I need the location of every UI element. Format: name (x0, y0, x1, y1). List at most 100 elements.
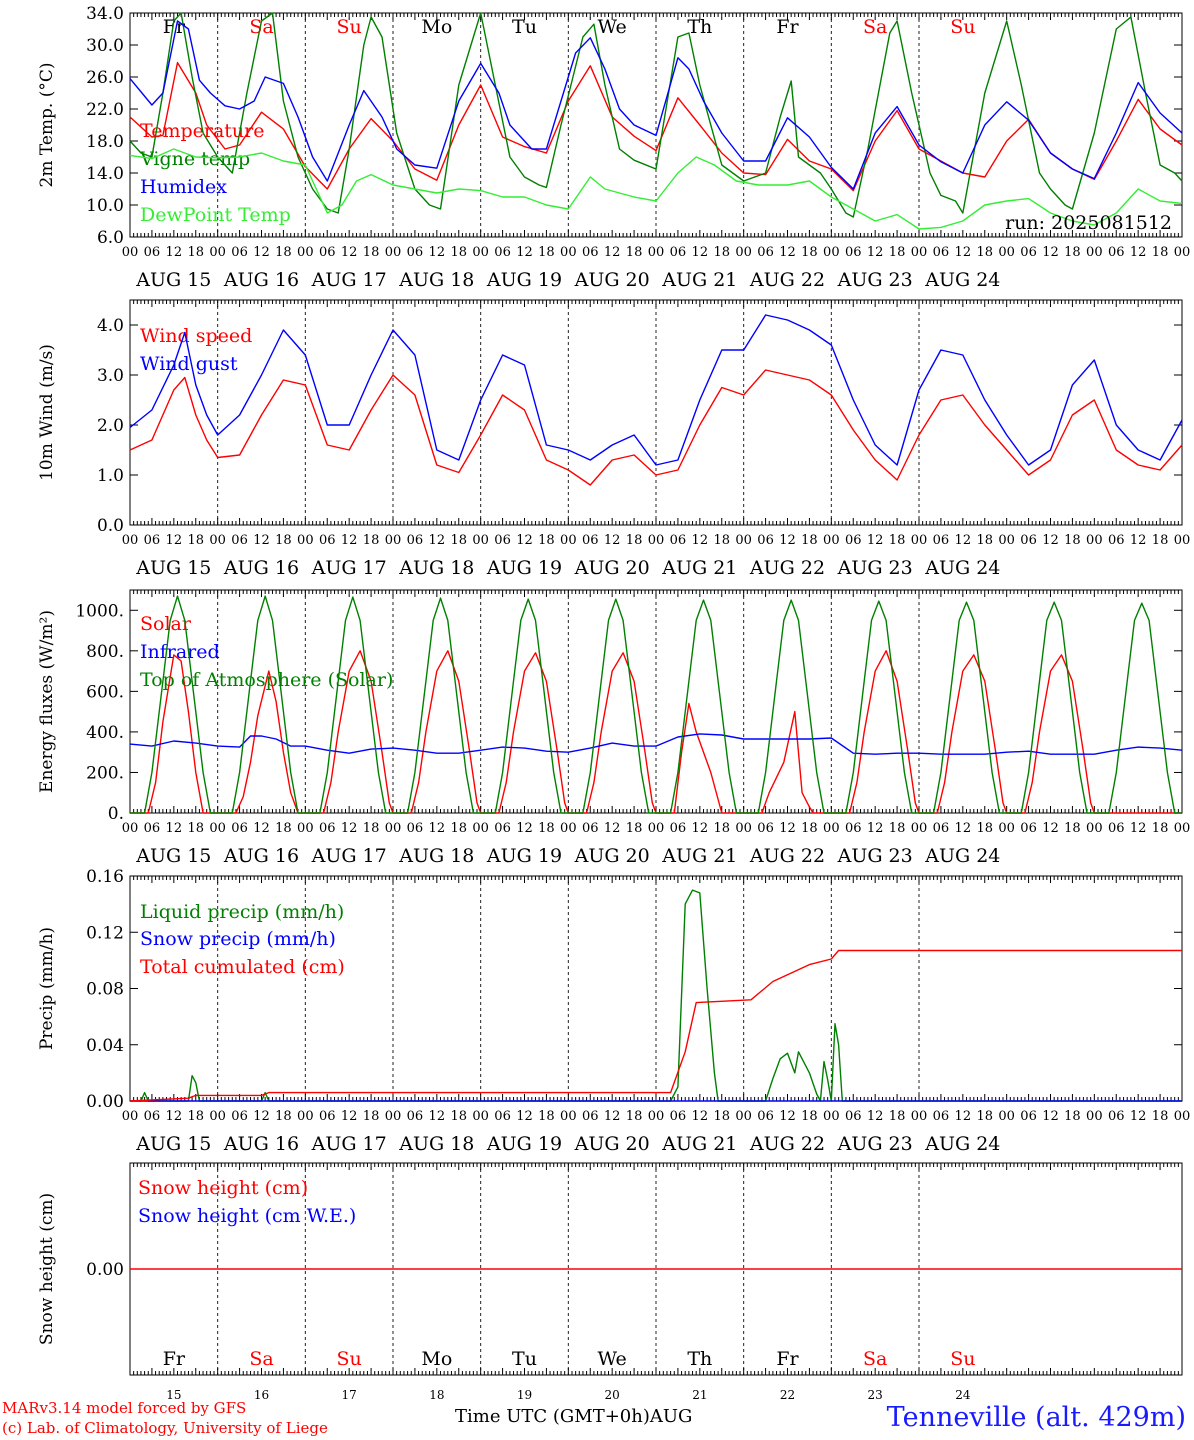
hour-label: 18 (889, 533, 906, 548)
y-tick-label: 4.0 (97, 316, 124, 336)
hour-label: 12 (429, 1109, 446, 1124)
hour-label: 06 (144, 533, 161, 548)
hour-label: 00 (911, 245, 928, 260)
y-tick-label: 600. (86, 682, 124, 702)
y-tick-label: 18.0 (86, 132, 124, 152)
hour-label: 18 (801, 1109, 818, 1124)
y-tick-label: 6.0 (97, 228, 124, 248)
y-tick-label: 3.0 (97, 366, 124, 386)
run-annotation: run: 2025081512 (1005, 212, 1172, 234)
hour-label: 06 (407, 533, 424, 548)
y-tick-label: 26.0 (86, 68, 124, 88)
day-number: 17 (342, 1388, 357, 1402)
hour-label: 18 (801, 821, 818, 836)
hour-label: 00 (911, 1109, 928, 1124)
y-tick-label: 0.08 (86, 980, 124, 1000)
day-name: Su (950, 1348, 975, 1370)
series-line-lightgreen (129, 148, 1183, 230)
panel-4: 0.00 0.04 0.08 0.12 0.16 Precip (mm/h) 00 06 12 1… (37, 867, 1190, 1155)
hour-label: 18 (713, 821, 730, 836)
hour-label: 00 (735, 245, 752, 260)
date-label: AUG 24 (924, 269, 1000, 291)
hour-label: 12 (516, 821, 533, 836)
day-name: Sa (863, 1348, 887, 1370)
hour-label: 18 (187, 1109, 204, 1124)
hour-label: 06 (144, 1109, 161, 1124)
hour-label: 12 (867, 533, 884, 548)
hour-label: 06 (1108, 1109, 1125, 1124)
date-label: AUG 17 (311, 1133, 387, 1155)
hour-label: 00 (209, 245, 226, 260)
legend-entry: Snow height (cm W.E.) (138, 1205, 356, 1227)
day-name: Th (687, 16, 712, 38)
panel-5: 0.00 Snow height (cm) Snow height (cm) Snow… (37, 1162, 1183, 1402)
hour-label: 06 (845, 533, 862, 548)
hour-label: 18 (187, 245, 204, 260)
hour-label: 12 (1130, 245, 1147, 260)
hour-label: 00 (648, 821, 665, 836)
date-label: AUG 17 (311, 557, 387, 579)
day-number: 19 (517, 1388, 532, 1402)
hour-label: 18 (450, 533, 467, 548)
date-label: AUG 23 (837, 557, 913, 579)
date-label: AUG 18 (398, 845, 474, 867)
hour-label: 00 (735, 533, 752, 548)
y-tick-label: 800. (86, 642, 124, 662)
hour-label: 18 (363, 245, 380, 260)
hour-label: 00 (1174, 1109, 1191, 1124)
hour-label: 00 (911, 533, 928, 548)
day-name: Fr (776, 16, 799, 38)
hour-label: 00 (1086, 533, 1103, 548)
hour-label: 12 (516, 533, 533, 548)
hour-label: 12 (1130, 821, 1147, 836)
day-number: 15 (166, 1388, 181, 1402)
day-number: 24 (955, 1388, 971, 1402)
date-label: AUG 15 (135, 557, 211, 579)
hour-label: 12 (1042, 821, 1059, 836)
hour-label: 06 (319, 821, 336, 836)
day-name: Su (337, 16, 362, 38)
hour-label: 12 (1042, 533, 1059, 548)
hour-label: 18 (976, 245, 993, 260)
hour-label: 06 (407, 1109, 424, 1124)
series-line-green (129, 12, 1183, 218)
date-label: AUG 20 (574, 845, 650, 867)
day-number: 23 (868, 1388, 883, 1402)
y-axis-label: Snow height (cm) (37, 1193, 57, 1345)
date-label: AUG 22 (749, 557, 825, 579)
legend-entry: Wind speed (140, 325, 252, 347)
hour-label: 12 (341, 245, 358, 260)
legend-entry: Snow precip (mm/h) (140, 928, 336, 950)
hour-label: 18 (976, 821, 993, 836)
hour-label: 06 (144, 821, 161, 836)
hour-label: 18 (538, 245, 555, 260)
hour-label: 00 (385, 245, 402, 260)
hour-label: 18 (275, 821, 292, 836)
series-line-red (129, 61, 1183, 192)
hour-label: 00 (297, 821, 314, 836)
hour-label: 12 (779, 245, 796, 260)
hour-label: 12 (779, 533, 796, 548)
hour-label: 00 (122, 1109, 139, 1124)
y-tick-label: 0.00 (86, 1092, 124, 1112)
legend-entry: Liquid precip (mm/h) (140, 901, 344, 923)
hour-label: 00 (648, 533, 665, 548)
hour-label: 06 (319, 245, 336, 260)
day-name: Sa (249, 16, 273, 38)
hour-label: 00 (1174, 821, 1191, 836)
series-line-blue (129, 314, 1183, 466)
hour-label: 18 (363, 821, 380, 836)
hour-label: 18 (187, 533, 204, 548)
hour-label: 06 (670, 1109, 687, 1124)
hour-label: 06 (1020, 245, 1037, 260)
hour-label: 12 (429, 245, 446, 260)
time-axis-label: Time UTC (GMT+0h)AUG (455, 1406, 692, 1427)
hour-label: 12 (166, 821, 183, 836)
hour-label: 12 (166, 1109, 183, 1124)
date-label: AUG 24 (924, 557, 1000, 579)
date-label: AUG 18 (398, 269, 474, 291)
hour-label: 00 (122, 533, 139, 548)
hour-label: 06 (757, 533, 774, 548)
date-label: AUG 15 (135, 269, 211, 291)
date-label: AUG 19 (486, 845, 562, 867)
